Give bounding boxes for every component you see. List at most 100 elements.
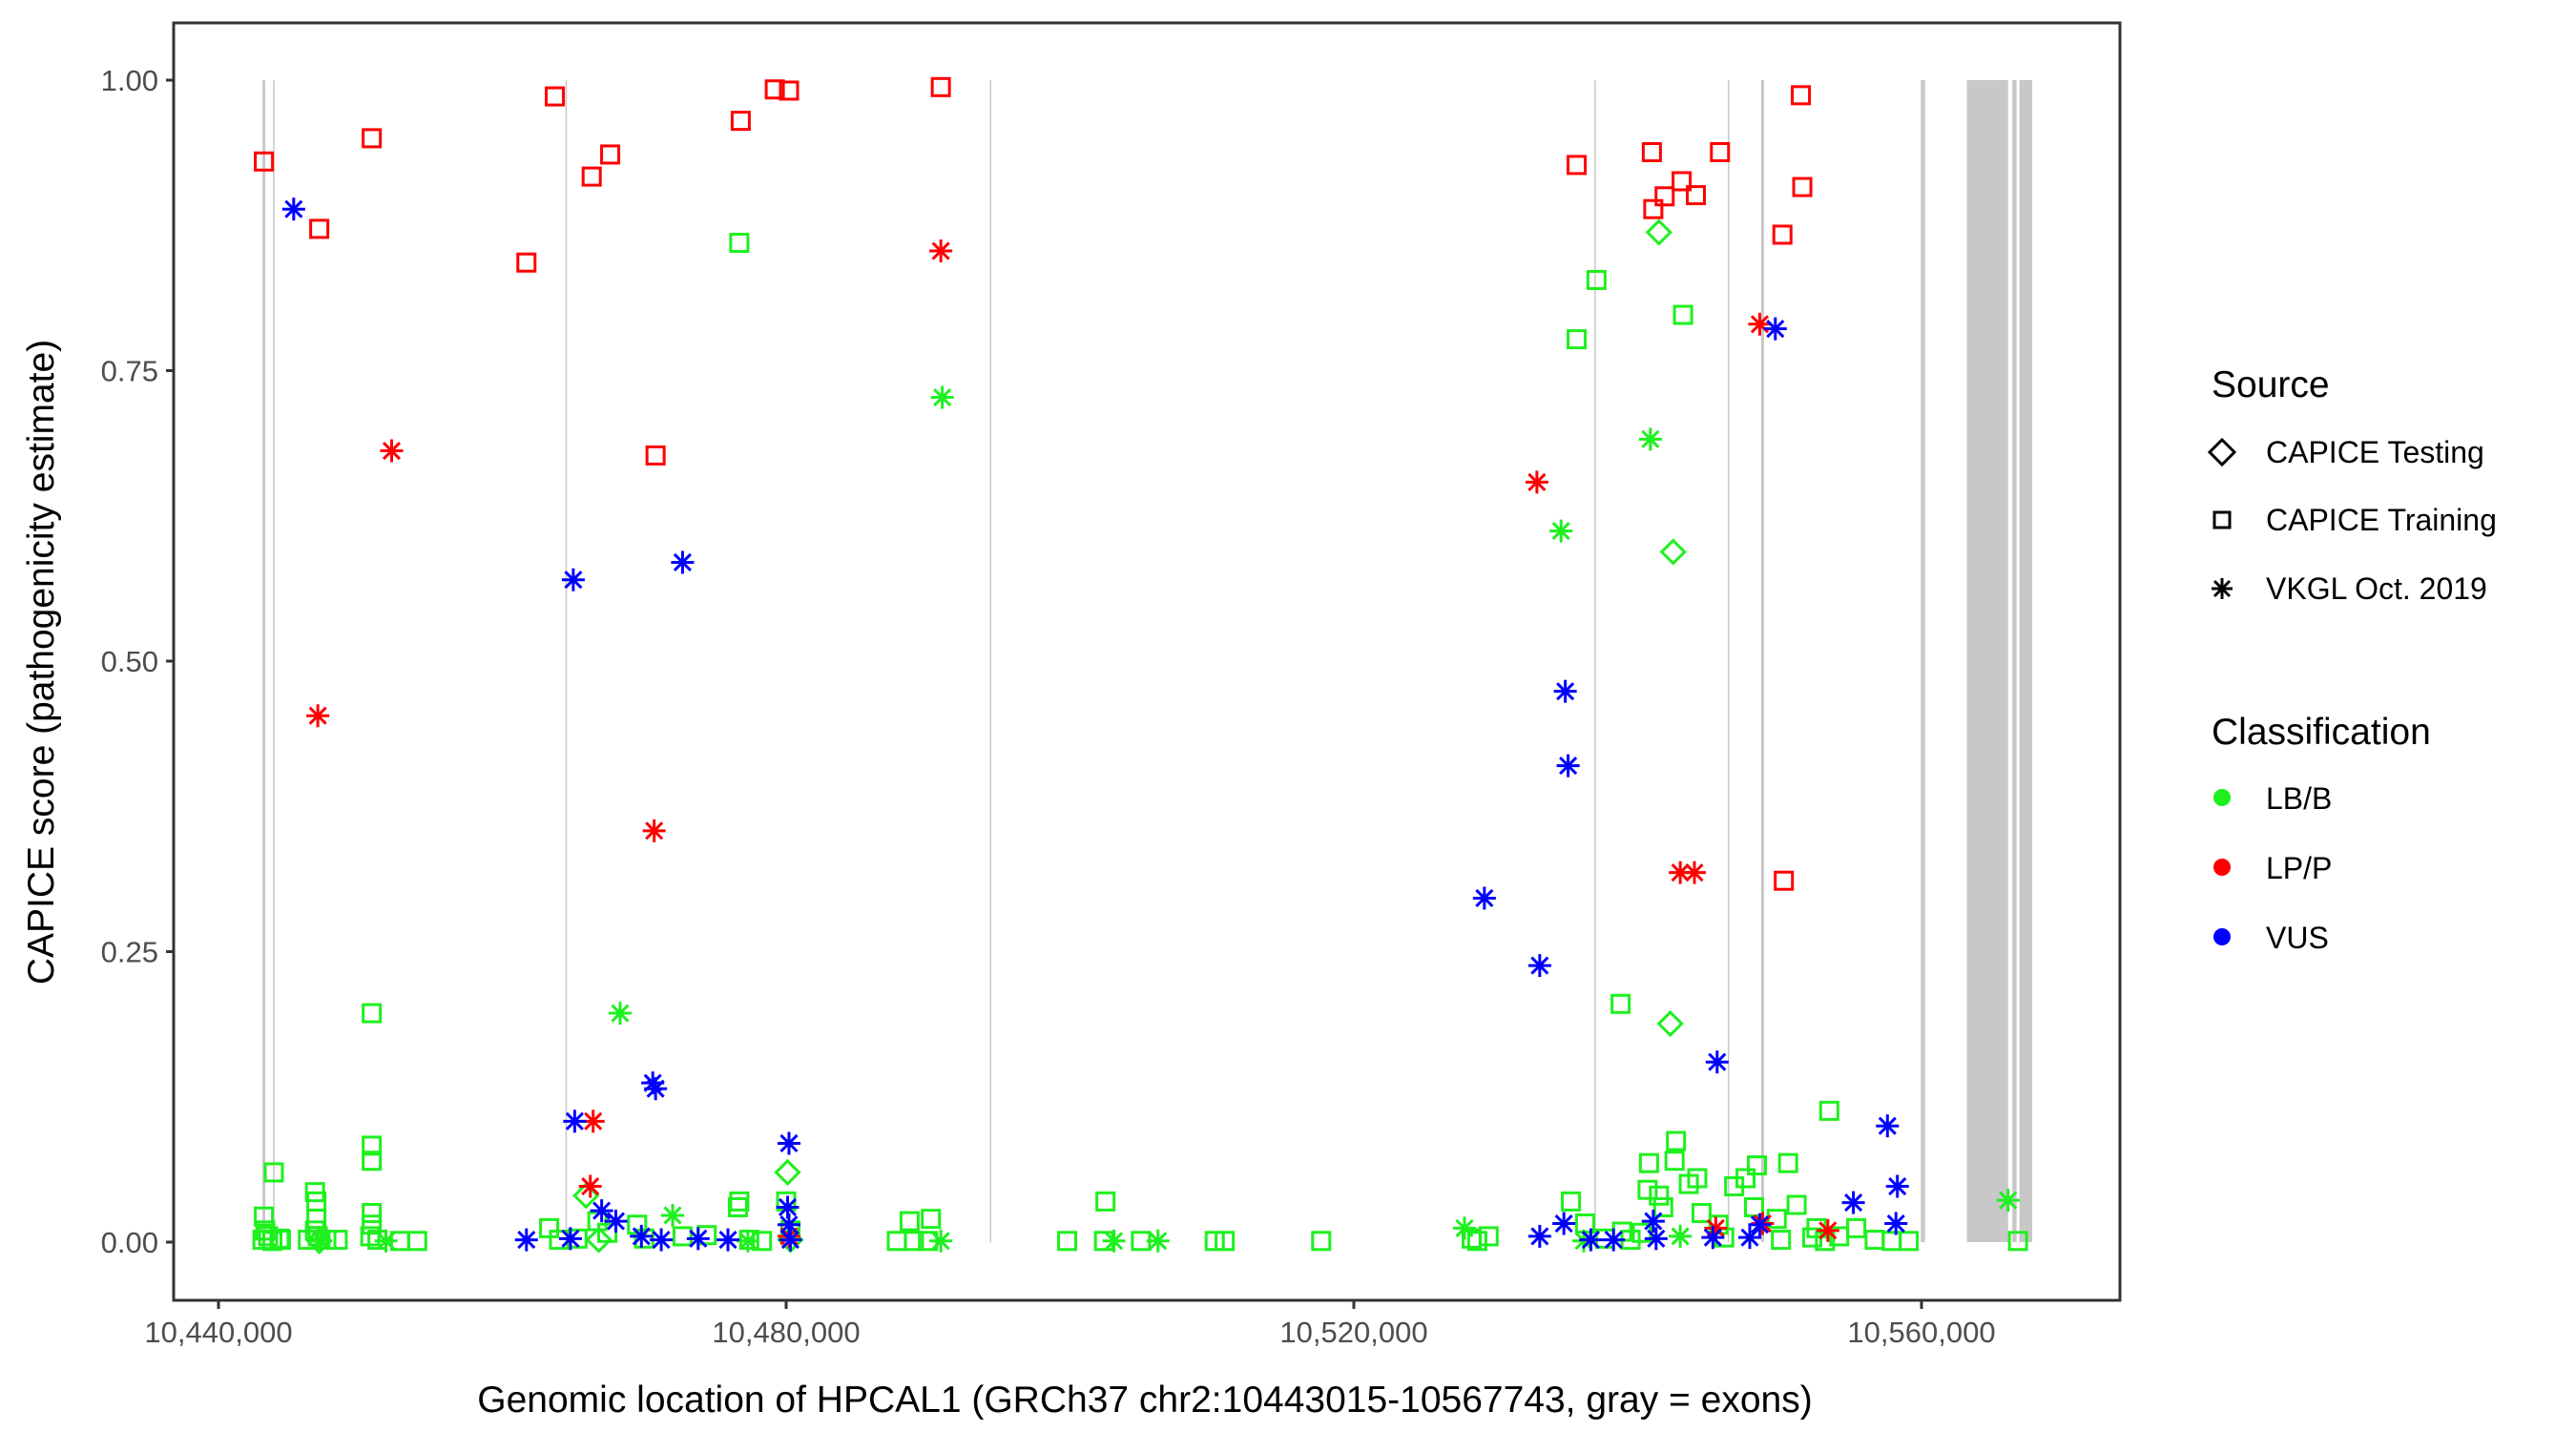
point-square	[1649, 1185, 1670, 1206]
point-square	[1478, 1226, 1499, 1247]
point-asterisk	[630, 1224, 654, 1248]
point-square	[1637, 1179, 1658, 1200]
point-asterisk	[1884, 1212, 1908, 1235]
point-square	[362, 1214, 383, 1235]
point-asterisk	[306, 704, 330, 728]
point-square	[1672, 171, 1693, 192]
red-dot-icon	[2213, 859, 2231, 876]
point-square	[904, 1231, 924, 1252]
point-square	[1638, 1152, 1659, 1173]
point-square	[930, 76, 951, 97]
point-square	[1777, 1152, 1798, 1173]
point-asterisk	[930, 385, 954, 409]
x-tick-label: 10,560,000	[1847, 1316, 1995, 1349]
point-square	[729, 1191, 750, 1212]
point-asterisk	[1102, 1229, 1126, 1253]
x-tick-label: 10,520,000	[1279, 1316, 1427, 1349]
point-asterisk	[1453, 1216, 1477, 1240]
point-square	[362, 1135, 383, 1156]
point-asterisk	[1705, 1050, 1729, 1074]
exon-band	[1760, 80, 1764, 1242]
exon-band	[565, 80, 568, 1242]
points-layer	[252, 76, 2028, 1255]
point-asterisk	[281, 197, 305, 221]
point-square	[545, 86, 566, 107]
exon-band	[1594, 80, 1596, 1242]
point-asterisk	[1641, 1210, 1665, 1234]
x-axis-title: Genomic location of HPCAL1 (GRCh37 chr2:…	[477, 1379, 1812, 1421]
point-square	[1095, 1191, 1116, 1212]
point-square	[362, 1003, 383, 1024]
point-square	[1057, 1231, 1078, 1252]
point-square	[1818, 1100, 1839, 1121]
point-asterisk	[1669, 1224, 1693, 1248]
diamond-icon	[2207, 437, 2237, 467]
point-square	[1567, 155, 1588, 176]
point-square	[1311, 1231, 1332, 1252]
point-square	[1672, 304, 1693, 325]
point-square	[1710, 142, 1731, 163]
asterisk-icon	[2212, 578, 2233, 599]
exon-band	[1966, 80, 2008, 1242]
point-asterisk	[581, 1110, 605, 1133]
legend-item-vkgl: VKGL Oct. 2019	[2212, 571, 2487, 606]
exon-layer	[262, 80, 2033, 1242]
legend-item-lpp: LP/P	[2213, 851, 2332, 885]
exon-band	[262, 80, 266, 1242]
point-asterisk	[608, 1002, 632, 1026]
y-tick-label: 0.00	[101, 1226, 158, 1259]
point-asterisk	[1683, 861, 1706, 884]
point-square	[406, 1231, 427, 1252]
point-square	[1774, 870, 1795, 891]
legend-label: VUS	[2266, 921, 2329, 955]
point-asterisk	[650, 1228, 674, 1252]
point-square	[258, 1226, 279, 1247]
point-square	[899, 1211, 920, 1232]
point-asterisk	[1527, 1224, 1551, 1248]
point-asterisk	[644, 1077, 668, 1101]
point-asterisk	[604, 1210, 628, 1234]
point-asterisk	[1763, 317, 1787, 341]
point-square	[1643, 198, 1664, 219]
point-square	[1687, 1168, 1708, 1189]
point-asterisk	[514, 1228, 538, 1252]
legend-label: VKGL Oct. 2019	[2266, 571, 2487, 606]
point-asterisk	[1738, 1226, 1762, 1250]
exon-band	[1921, 80, 1925, 1242]
point-asterisk	[380, 439, 404, 463]
point-asterisk	[1638, 427, 1662, 451]
point-asterisk	[1602, 1228, 1626, 1252]
point-asterisk	[1816, 1218, 1839, 1242]
y-axis: 0.00 0.25 0.50 0.75 1.00	[101, 64, 174, 1259]
point-asterisk	[1552, 1212, 1576, 1235]
point-square	[672, 1226, 693, 1247]
legend: Source CAPICE Testing CAPICE Training VK…	[2207, 364, 2497, 955]
point-square	[1691, 1203, 1712, 1224]
point-asterisk	[929, 1229, 953, 1253]
legend-classification-title: Classification	[2212, 712, 2431, 753]
y-tick-label: 1.00	[101, 64, 158, 97]
point-square	[362, 1151, 383, 1172]
point-asterisk	[1146, 1229, 1170, 1253]
point-square	[1846, 1217, 1867, 1238]
point-asterisk	[671, 550, 695, 574]
point-asterisk	[1996, 1189, 2020, 1213]
legend-label: LB/B	[2266, 781, 2332, 816]
point-asterisk	[1527, 954, 1551, 978]
green-dot-icon	[2213, 789, 2231, 806]
point-square	[581, 166, 602, 187]
x-tick-label: 10,440,000	[144, 1316, 292, 1349]
point-square	[360, 1226, 381, 1247]
point-asterisk	[686, 1227, 710, 1251]
point-asterisk	[777, 1131, 800, 1155]
point-square	[1685, 185, 1706, 206]
point-square	[263, 1162, 284, 1183]
point-asterisk	[661, 1203, 684, 1227]
point-asterisk	[578, 1174, 602, 1198]
point-asterisk	[563, 1110, 587, 1133]
point-asterisk	[1701, 1226, 1725, 1250]
point-asterisk	[776, 1195, 800, 1219]
point-square	[1561, 1191, 1582, 1212]
